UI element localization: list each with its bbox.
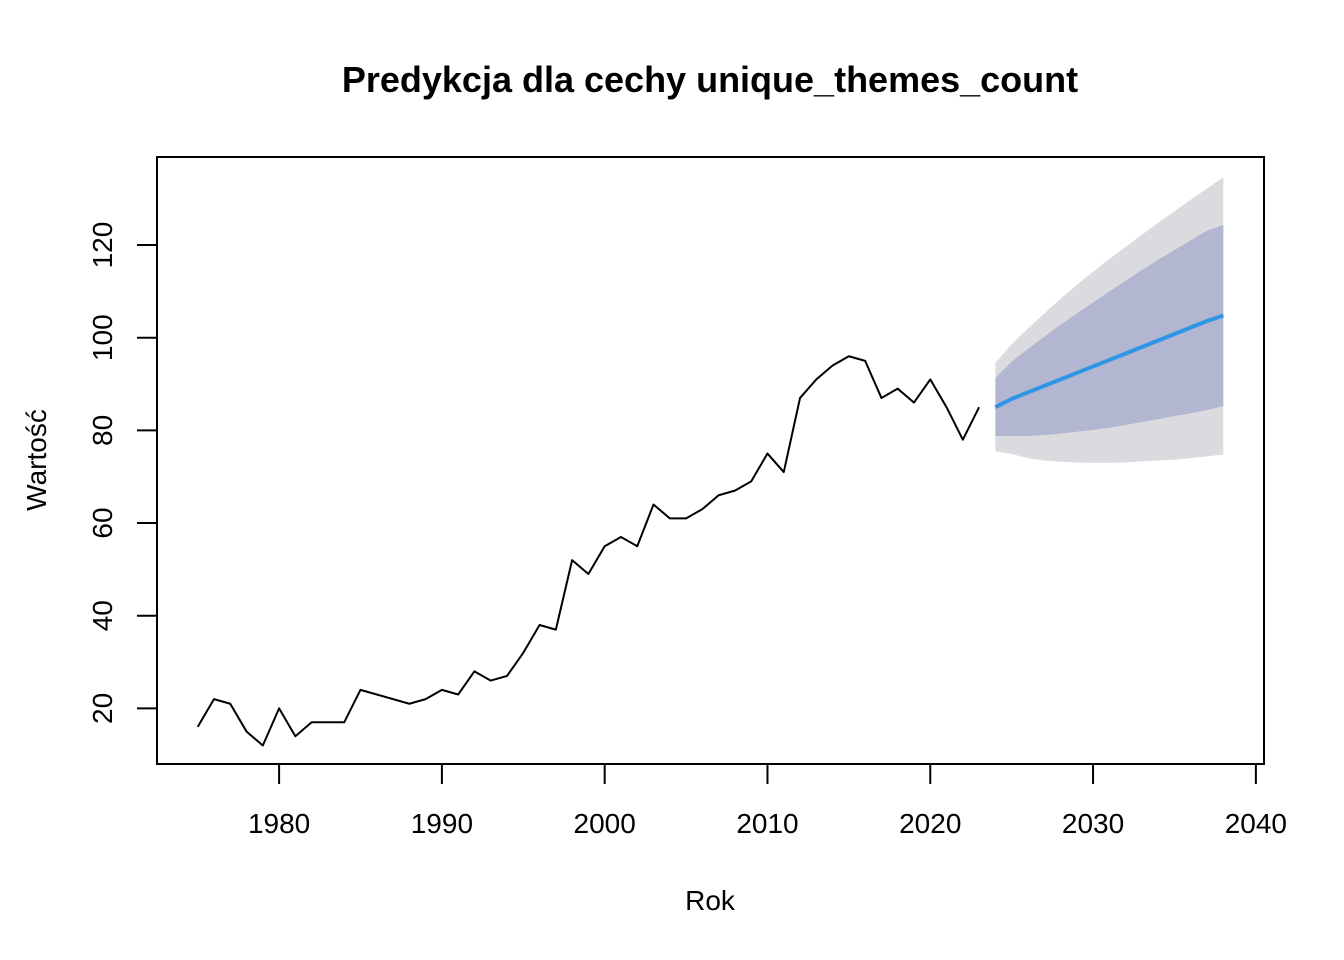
y-tick-label: 120	[87, 222, 118, 269]
x-tick-label: 2040	[1225, 808, 1287, 839]
x-axis-label: Rok	[685, 885, 736, 916]
history-line	[196, 355, 981, 747]
y-tick-label: 80	[87, 415, 118, 446]
prediction-interval-bands	[995, 177, 1224, 463]
x-tick-label: 2030	[1062, 808, 1124, 839]
x-tick-label: 1990	[411, 808, 473, 839]
y-tick-label: 60	[87, 507, 118, 538]
y-tick-label: 100	[87, 314, 118, 361]
x-tick-label: 2010	[736, 808, 798, 839]
x-tick-label: 2000	[574, 808, 636, 839]
chart-title: Predykcja dla cechy unique_themes_count	[342, 59, 1078, 100]
x-axis: 1980 1990 2000 2010 2020 2030 2040	[248, 763, 1287, 839]
y-tick-label: 20	[87, 693, 118, 724]
y-tick-label: 40	[87, 600, 118, 631]
y-axis: 20 40 60 80 100 120	[87, 222, 158, 724]
y-axis-label: Wartość	[21, 409, 52, 511]
x-tick-label: 1980	[248, 808, 310, 839]
x-tick-label: 2020	[899, 808, 961, 839]
forecast-mean-line	[994, 313, 1224, 409]
data-series	[196, 313, 1224, 747]
